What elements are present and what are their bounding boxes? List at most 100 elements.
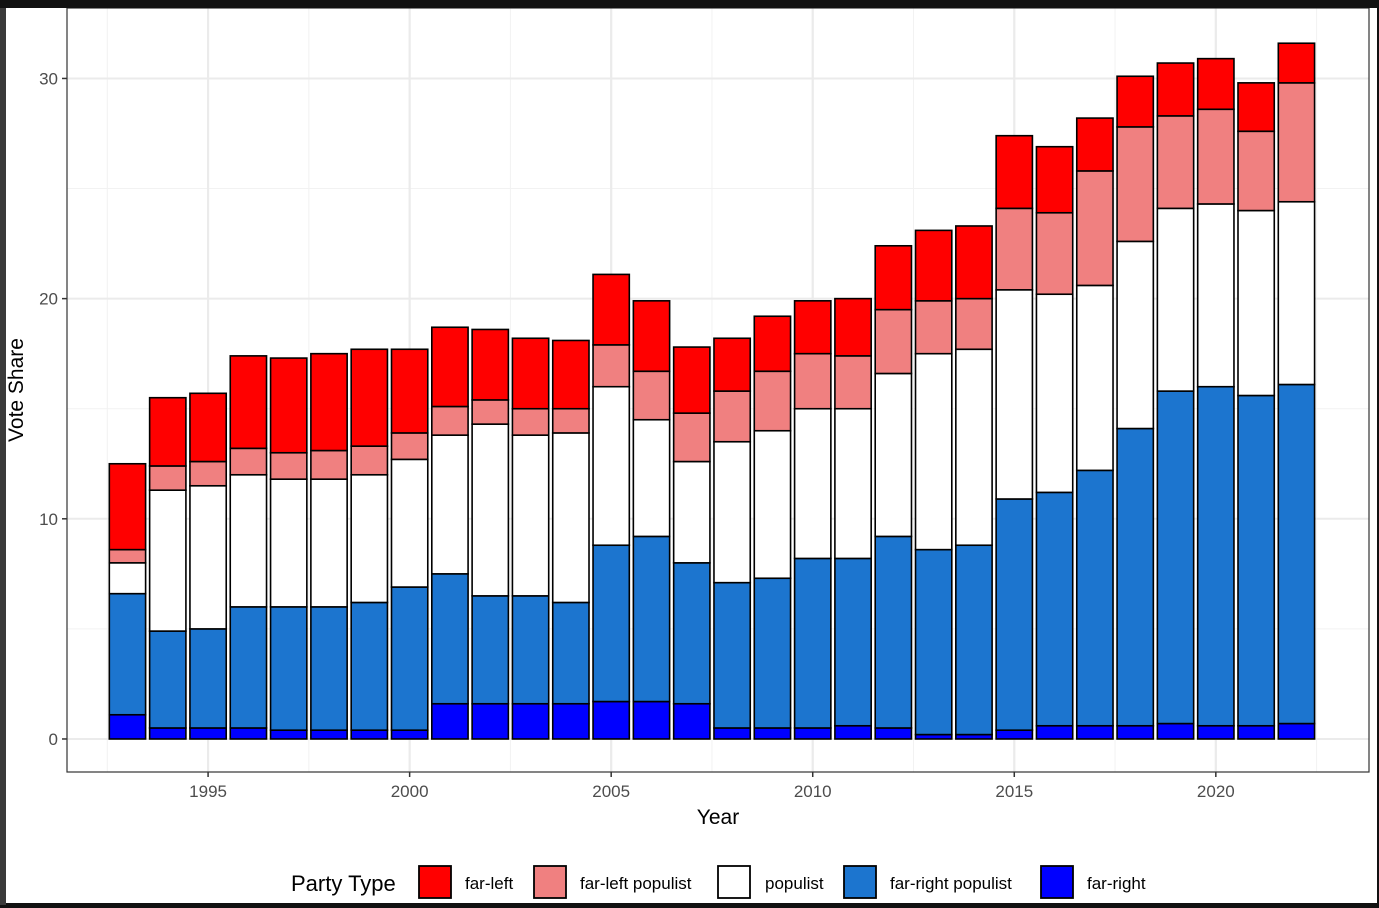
background-window-edge: [0, 8, 6, 905]
bar-segment-far-right-populist: [269, 606, 308, 731]
bar-segment-far-left: [914, 229, 953, 302]
bar-segment-far-left-populist: [713, 390, 752, 443]
bar-segment-populist: [1116, 240, 1155, 430]
bar-segment-far-left: [471, 328, 510, 401]
bar-segment-far-right: [310, 729, 348, 740]
x-axis-ticks: 1995 2000 2005 2010 2015 2020: [189, 772, 1235, 801]
bar-segment-far-right-populist: [148, 630, 187, 729]
x-tick-label: 2015: [995, 782, 1033, 801]
legend: Party Type far-left far-left populist popu…: [291, 865, 1146, 899]
bar-segment-far-right: [1116, 724, 1155, 740]
bar-segment-populist: [592, 385, 631, 547]
bar-segment-far-right-populist: [471, 595, 510, 705]
bar-segment-far-left: [148, 396, 187, 467]
bar-segment-far-left: [108, 462, 147, 551]
bar-stack-2004: [551, 339, 590, 740]
bar-segment-populist: [874, 372, 913, 538]
chart-canvas: 0 10 20 30 1995 2000 2005 2010 2015 2020 Year Vo…: [5, 7, 1377, 903]
bar-segment-far-right-populist: [1196, 385, 1235, 727]
bar-segment-populist: [834, 407, 872, 560]
bar-segment-far-right-populist: [632, 535, 671, 703]
bar-segment-far-left-populist: [1196, 108, 1235, 205]
bar-segment-far-right: [390, 729, 429, 740]
legend-swatch-far-right-populist: [843, 865, 877, 899]
bar-stack-2005: [592, 273, 631, 740]
bar-segment-far-left: [1237, 82, 1276, 133]
bar-segment-far-left-populist: [1075, 170, 1114, 287]
bar-segment-far-left-populist: [914, 300, 953, 355]
bar-segment-far-right: [753, 727, 792, 740]
bar-segment-far-left: [1116, 75, 1155, 128]
bar-stack-2001: [431, 326, 469, 740]
bar-stacks: [108, 42, 1316, 740]
bar-segment-far-left: [592, 273, 631, 346]
x-tick-label: 2000: [391, 782, 429, 801]
bar-segment-far-left: [995, 134, 1034, 210]
bar-segment-populist: [1237, 209, 1276, 397]
bar-segment-far-right: [148, 727, 187, 740]
bar-stack-2017: [1075, 117, 1114, 740]
bar-segment-populist: [269, 478, 308, 608]
bar-segment-populist: [551, 432, 590, 604]
bar-segment-far-right-populist: [592, 544, 631, 703]
bar-segment-far-right-populist: [1116, 427, 1155, 727]
bar-segment-far-right: [874, 727, 913, 740]
bar-segment-far-right: [995, 729, 1034, 740]
bar-segment-far-right-populist: [511, 595, 550, 705]
y-axis-ticks: 0 10 20 30: [39, 69, 67, 749]
bar-stack-1994: [148, 396, 187, 740]
bar-segment-far-left-populist: [1237, 130, 1276, 212]
bar-segment-far-right: [1237, 724, 1276, 740]
bar-segment-far-left: [834, 297, 872, 357]
bar-segment-populist: [1035, 293, 1074, 494]
bar-segment-populist: [1156, 207, 1195, 392]
bar-stack-1999: [350, 348, 389, 740]
y-tick-label: 20: [39, 290, 58, 309]
x-axis-label: Year: [697, 806, 739, 829]
panel-border: [66, 7, 1370, 773]
bar-segment-far-left: [1075, 117, 1114, 172]
bar-segment-far-right-populist: [431, 573, 469, 705]
bar-segment-far-left: [229, 355, 268, 450]
bar-segment-far-right: [672, 702, 711, 740]
bar-stack-1997: [269, 357, 308, 740]
bar-segment-far-left-populist: [592, 344, 631, 388]
bar-segment-far-left-populist: [350, 445, 389, 476]
bar-segment-far-right: [1075, 724, 1114, 740]
bar-segment-populist: [955, 348, 993, 547]
bar-stack-2011: [834, 297, 872, 740]
bar-segment-far-left: [310, 352, 348, 452]
bar-segment-far-right: [592, 700, 631, 740]
bar-segment-far-right: [834, 724, 872, 740]
bar-segment-far-left-populist: [229, 447, 268, 476]
bar-segment-populist: [995, 289, 1034, 500]
bar-segment-far-right-populist: [189, 628, 228, 729]
bar-segment-populist: [1075, 284, 1114, 472]
bar-stack-1995: [189, 392, 228, 740]
bar-segment-far-right-populist: [753, 577, 792, 729]
bar-segment-far-left: [753, 315, 792, 373]
bar-segment-far-right-populist: [350, 601, 389, 731]
bar-segment-far-right: [269, 729, 308, 740]
bar-segment-far-right: [793, 727, 832, 740]
bar-segment-populist: [350, 473, 389, 604]
bar-segment-far-right: [632, 700, 671, 740]
bar-segment-far-left: [632, 300, 671, 373]
bar-segment-far-right: [1156, 722, 1195, 740]
bar-stack-2014: [955, 225, 993, 740]
bar-stack-2002: [471, 328, 510, 740]
bar-segment-far-left: [350, 348, 389, 447]
bar-segment-far-left-populist: [672, 412, 711, 463]
bar-segment-populist: [471, 423, 510, 597]
bar-segment-populist: [632, 418, 671, 538]
legend-title: Party Type: [291, 871, 396, 896]
bar-segment-far-left-populist: [511, 407, 550, 436]
bar-segment-far-right: [551, 702, 590, 740]
bar-segment-far-left-populist: [108, 548, 147, 564]
bar-segment-populist: [753, 429, 792, 580]
bar-stack-2018: [1116, 75, 1155, 740]
bar-segment-far-left-populist: [1035, 211, 1074, 296]
bar-segment-far-left-populist: [431, 405, 469, 436]
bar-segment-far-left: [1156, 62, 1195, 117]
